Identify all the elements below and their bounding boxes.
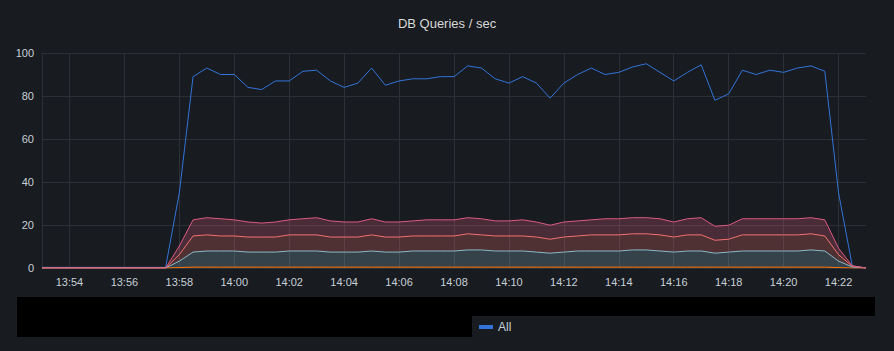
svg-text:14:22: 14:22 <box>825 276 853 288</box>
svg-text:14:18: 14:18 <box>715 276 743 288</box>
svg-text:20: 20 <box>22 219 34 231</box>
svg-text:14:08: 14:08 <box>440 276 468 288</box>
svg-text:13:58: 13:58 <box>166 276 194 288</box>
svg-text:60: 60 <box>22 133 34 145</box>
svg-text:40: 40 <box>22 176 34 188</box>
svg-text:14:10: 14:10 <box>495 276 523 288</box>
svg-text:14:16: 14:16 <box>660 276 688 288</box>
svg-text:14:14: 14:14 <box>605 276 633 288</box>
svg-text:80: 80 <box>22 90 34 102</box>
svg-text:14:00: 14:00 <box>221 276 249 288</box>
svg-text:100: 100 <box>16 47 34 59</box>
svg-text:14:06: 14:06 <box>385 276 413 288</box>
svg-text:0: 0 <box>28 262 34 274</box>
svg-text:14:02: 14:02 <box>275 276 303 288</box>
svg-text:13:54: 13:54 <box>56 276 84 288</box>
svg-text:DB Queries / sec: DB Queries / sec <box>398 16 497 31</box>
svg-text:All: All <box>498 320 511 334</box>
svg-text:14:20: 14:20 <box>770 276 798 288</box>
svg-text:14:12: 14:12 <box>550 276 578 288</box>
svg-text:14:04: 14:04 <box>330 276 358 288</box>
svg-text:13:56: 13:56 <box>111 276 139 288</box>
